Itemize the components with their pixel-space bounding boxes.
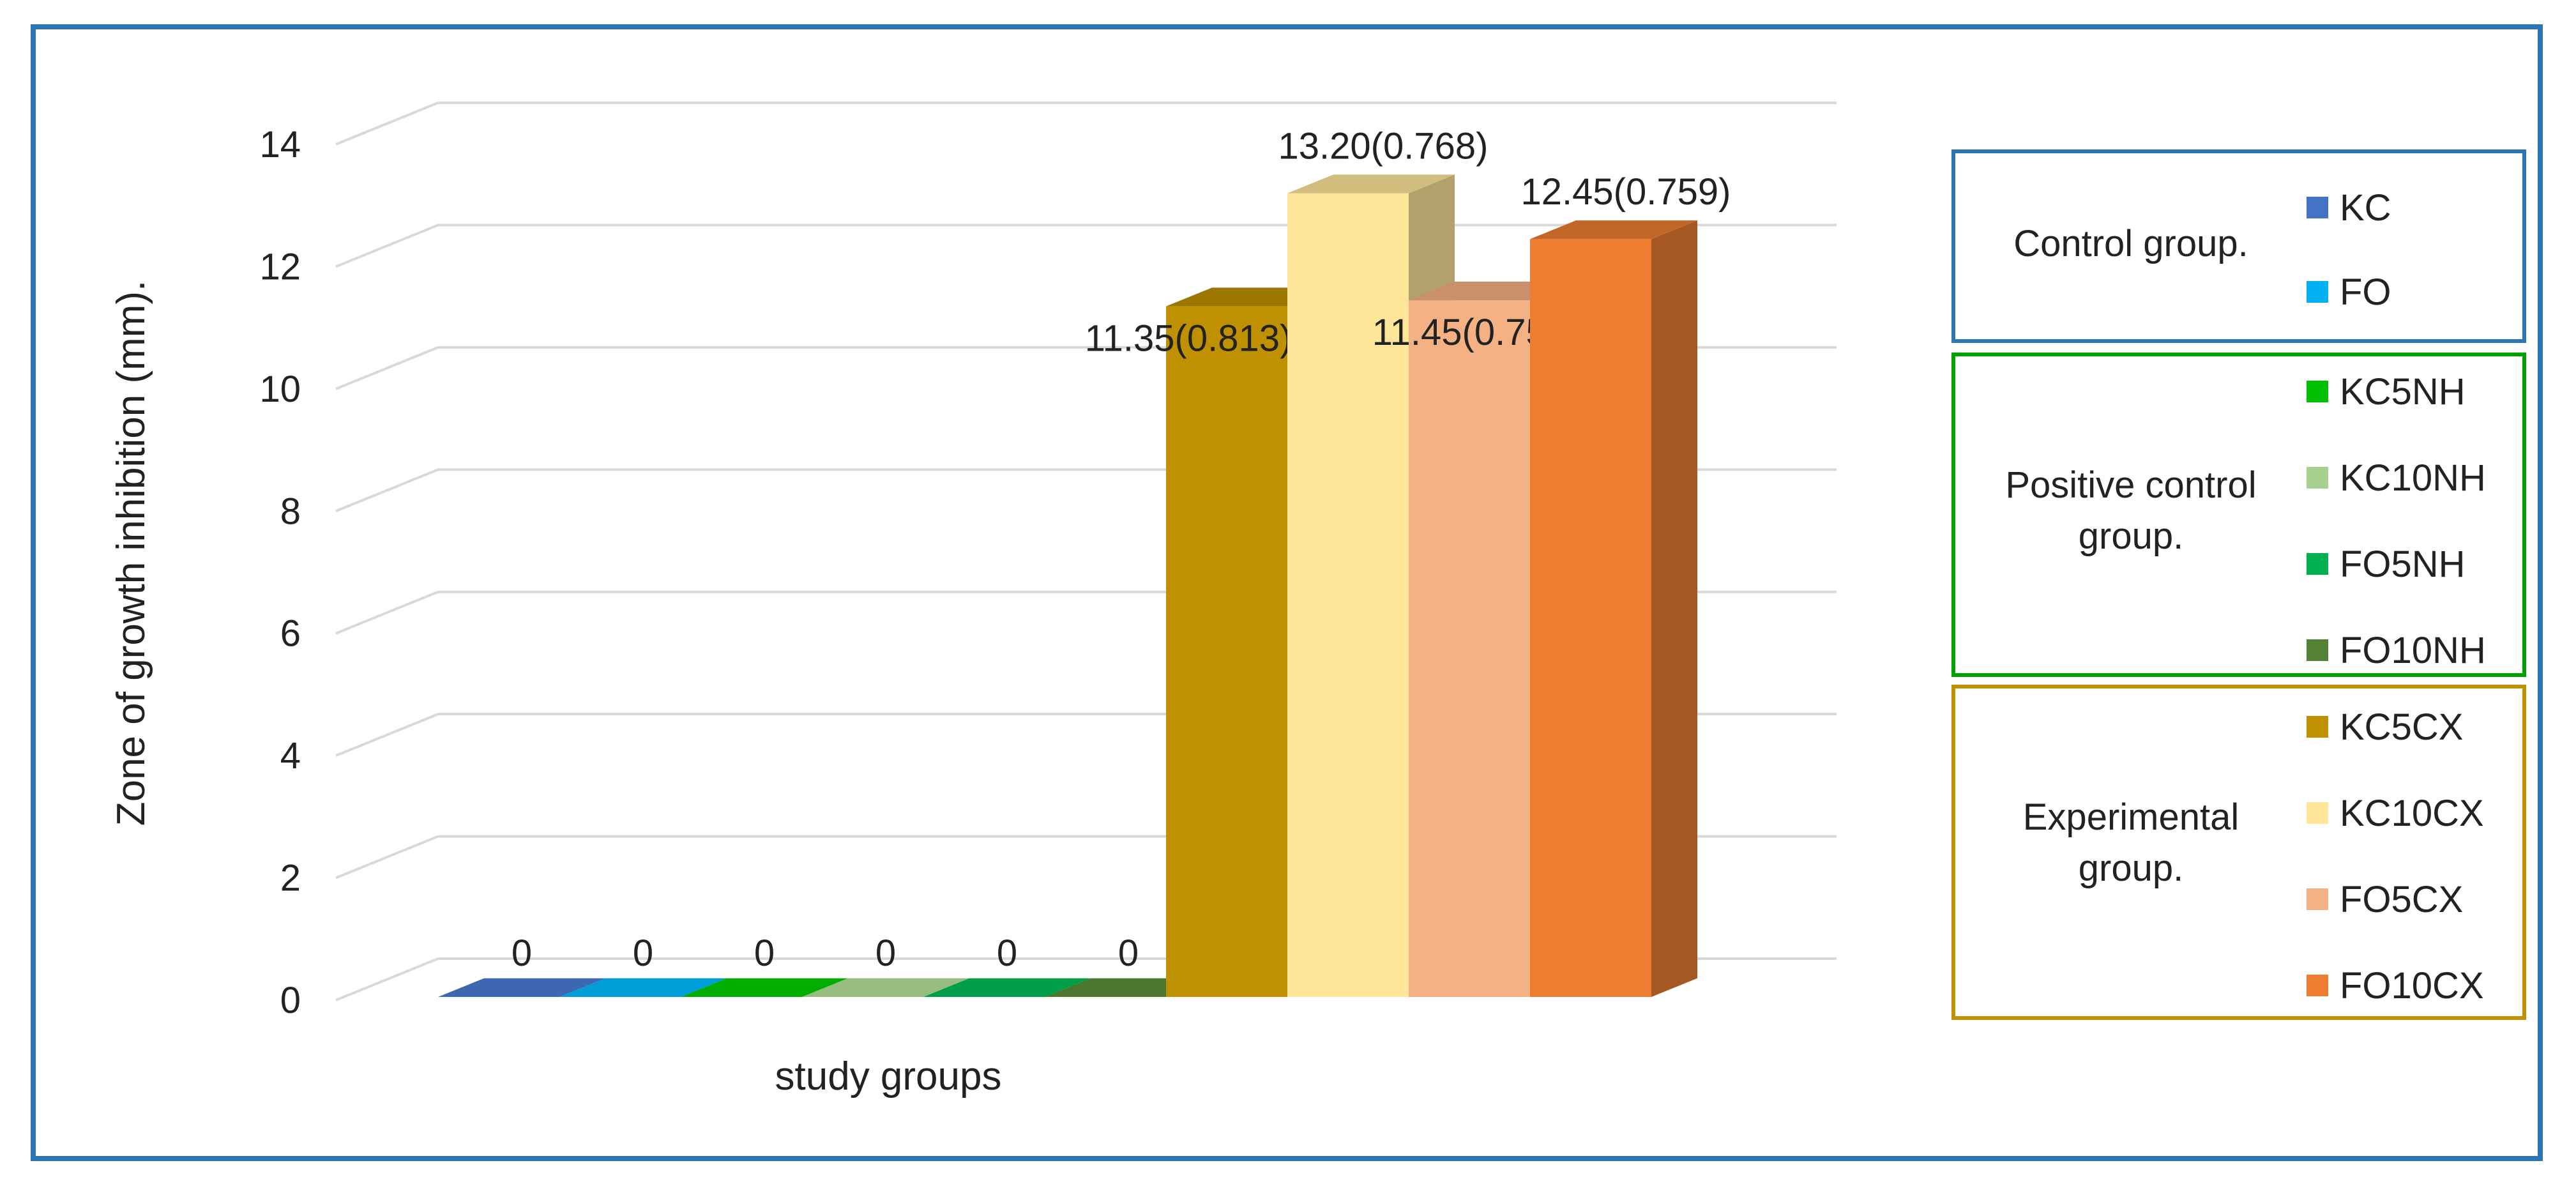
legend-control-group: Control group. KC FO <box>1951 149 2526 343</box>
legend-label: FO5CX <box>2340 878 2464 920</box>
legend-swatch <box>2307 888 2328 910</box>
legend-swatch <box>2307 975 2328 996</box>
data-label-fo5nh: 0 <box>997 932 1017 974</box>
gridline-side <box>335 590 439 635</box>
legend-swatch <box>2307 381 2328 402</box>
legend-label: KC <box>2340 186 2391 229</box>
legend-item-fo10cx: FO10CX <box>2307 963 2484 1008</box>
data-label-fo: 0 <box>633 932 653 974</box>
bar-fo5cx <box>1409 300 1530 998</box>
bar-kc5cx <box>1166 306 1287 998</box>
legend-label: KC10NH <box>2340 457 2486 499</box>
bar-top-kc10nh <box>802 978 969 997</box>
legend-label: FO5NH <box>2340 543 2466 585</box>
y-tick-label: 12 <box>259 246 301 287</box>
data-label-kc: 0 <box>511 932 532 974</box>
legend-label: FO10NH <box>2340 629 2486 671</box>
legend-item-fo10nh: FO10NH <box>2307 628 2486 673</box>
legend-swatch <box>2307 553 2328 575</box>
bar-side-fo10cx <box>1651 220 1697 997</box>
bar-top-fo10cx <box>1530 220 1697 239</box>
data-label-kc5nh: 0 <box>754 932 775 974</box>
legend-positive-control-group: Positive control group. KC5NH KC10NH FO5… <box>1951 353 2526 677</box>
legend-item-kc10cx: KC10CX <box>2307 791 2484 835</box>
legend-swatch <box>2307 281 2328 303</box>
bar-top-kc10cx <box>1287 174 1455 194</box>
y-tick-label: 6 <box>280 613 301 655</box>
legend-item-kc: KC <box>2307 185 2391 230</box>
bar-top-kc <box>438 978 605 997</box>
legend-swatch <box>2307 639 2328 661</box>
legend-swatch <box>2307 802 2328 824</box>
data-label-kc10cx: 13.20(0.768) <box>1278 125 1489 167</box>
legend-swatch <box>2307 716 2328 738</box>
bar-top-fo5nh <box>923 978 1091 997</box>
legend-label: FO <box>2340 271 2391 313</box>
legend-item-kc10nh: KC10NH <box>2307 455 2486 500</box>
y-tick-label: 2 <box>280 858 301 899</box>
legend-item-fo5cx: FO5CX <box>2307 877 2463 922</box>
gridline-side <box>335 224 439 268</box>
legend-item-fo5nh: FO5NH <box>2307 542 2466 586</box>
x-axis-title: study groups <box>775 1054 1002 1099</box>
legend-group-title: Control group. <box>2013 223 2248 264</box>
gridline-side <box>335 102 439 146</box>
legend-swatch <box>2307 467 2328 489</box>
y-tick-label: 4 <box>280 735 301 777</box>
data-label-kc10nh: 0 <box>875 932 896 974</box>
y-tick-label: 0 <box>280 980 301 1021</box>
legend-experimental-group: Experimental group. KC5CX KC10CX FO5CX F… <box>1951 685 2526 1020</box>
data-label-fo10nh: 0 <box>1118 932 1139 974</box>
data-label-kc5cx: 11.35(0.813) <box>1085 318 1292 360</box>
bar-kc10cx <box>1287 193 1409 998</box>
legend-item-fo: FO <box>2307 270 2391 314</box>
bar-top-kc5nh <box>681 978 848 997</box>
gridline-side <box>335 468 439 513</box>
y-tick-label: 10 <box>259 369 301 410</box>
y-axis-title: Zone of growth inhibition (mm). <box>109 280 153 826</box>
legend-group-title: Positive control group. <box>2005 464 2257 557</box>
bar-chart: 0 2 4 6 8 10 12 14 0 0 0 0 0 0 11.35(0.813) 13.20(0.768… <box>109 102 1837 1099</box>
legend-group-title: Experimental group. <box>2022 796 2239 889</box>
bar-fo10cx <box>1530 239 1651 997</box>
legend-label: KC5CX <box>2340 706 2464 748</box>
y-tick-label: 14 <box>259 124 301 165</box>
legend-label: KC10CX <box>2340 792 2484 834</box>
legend-item-kc5nh: KC5NH <box>2307 369 2466 414</box>
y-tick-label: 8 <box>280 490 301 532</box>
legend-label: KC5NH <box>2340 370 2466 413</box>
gridline-side <box>335 346 439 390</box>
gridline-side <box>335 835 439 879</box>
legend-item-kc5cx: KC5CX <box>2307 704 2463 749</box>
legend-swatch <box>2307 197 2328 218</box>
legend-label: FO10CX <box>2340 964 2484 1007</box>
chart-frame: 0 2 4 6 8 10 12 14 0 0 0 0 0 0 11.35(0.813) 13.20(0.768… <box>31 24 2543 1161</box>
data-label-fo10cx: 12.45(0.759) <box>1521 171 1731 213</box>
bar-top-fo <box>559 978 727 997</box>
gridline-side <box>335 957 439 1001</box>
gridline-side <box>335 713 439 757</box>
